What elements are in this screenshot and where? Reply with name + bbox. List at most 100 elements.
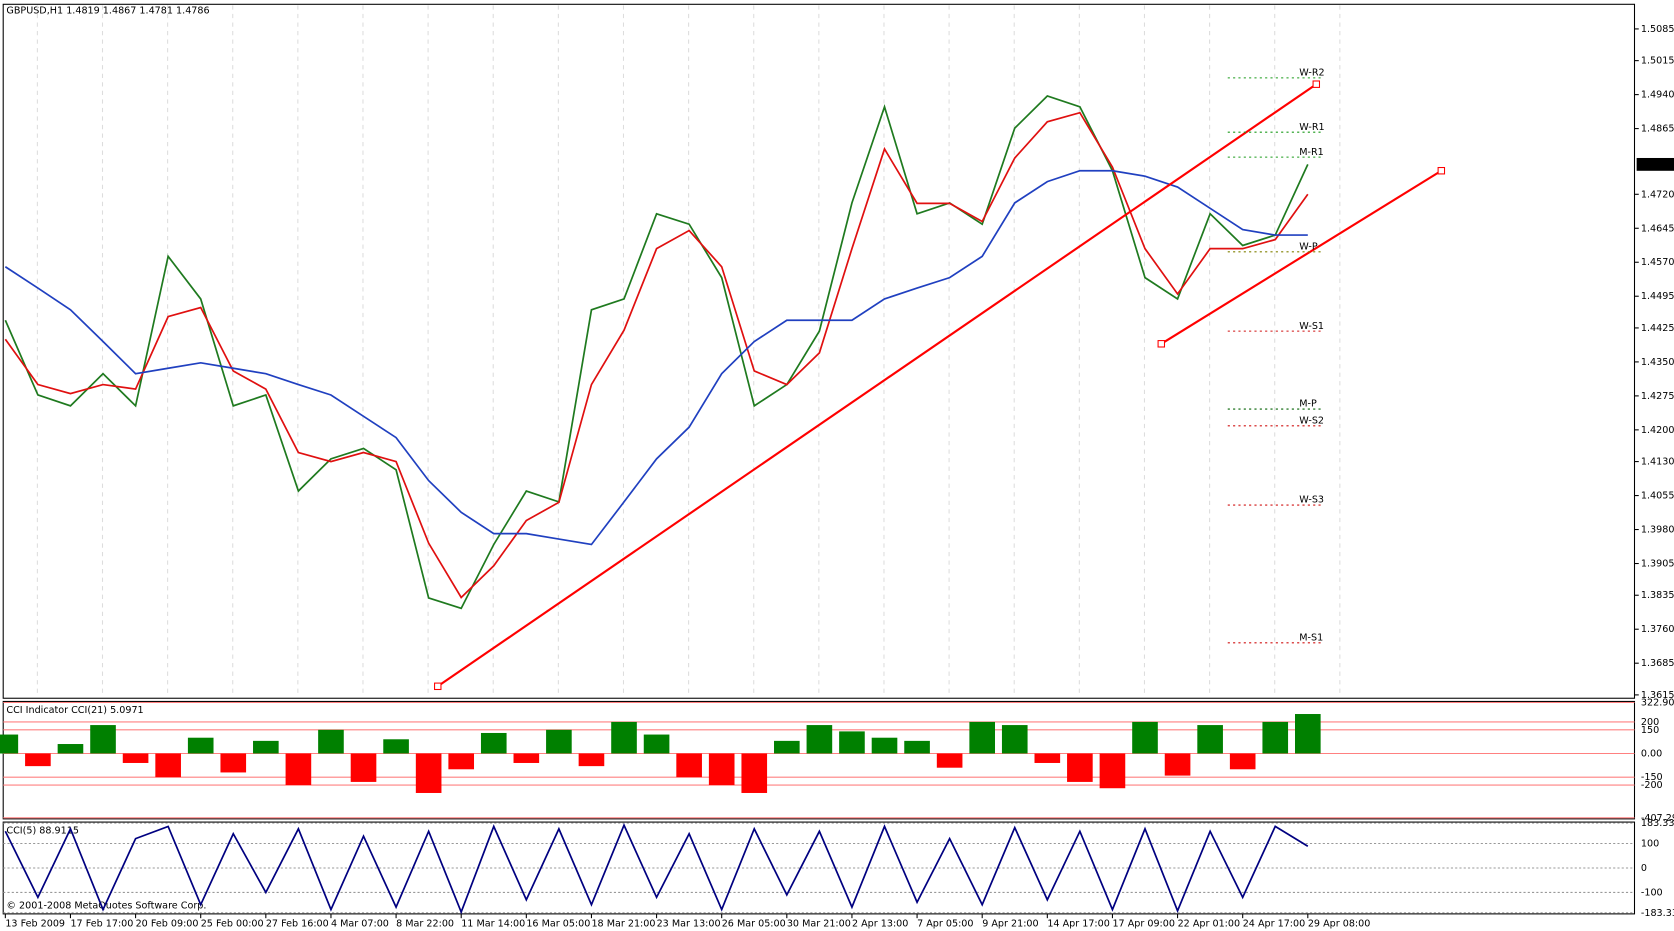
indicator-tick-label: 322.906 bbox=[1641, 698, 1674, 709]
y-tick-label: 1.4720 bbox=[1641, 189, 1674, 200]
indicator-tick-label: 200 bbox=[1641, 717, 1659, 728]
cci-bar bbox=[643, 734, 670, 754]
cci-bar bbox=[969, 721, 996, 754]
cci-bar bbox=[155, 753, 181, 778]
indicator-tick-label: 100 bbox=[1641, 839, 1659, 850]
x-tick-label: 17 Apr 09:00 bbox=[1112, 919, 1175, 930]
current-price-box bbox=[1636, 157, 1674, 171]
cci-bar bbox=[676, 753, 702, 778]
cci-bar bbox=[350, 753, 377, 782]
indicator-tick-label: -200 bbox=[1641, 780, 1663, 791]
ohlc: 1.4819 1.4867 1.4781 1.4786 bbox=[66, 6, 209, 17]
cci-bar bbox=[1132, 721, 1158, 754]
indicator-tick-label: 0 bbox=[1641, 863, 1647, 874]
y-tick-label: 1.3685 bbox=[1641, 658, 1674, 669]
x-tick-label: 29 Apr 08:00 bbox=[1308, 919, 1371, 930]
cci-bar bbox=[708, 753, 735, 786]
x-tick-label: 18 Mar 21:00 bbox=[591, 919, 655, 930]
cci-bar bbox=[285, 753, 312, 786]
y-tick-label: 1.4130 bbox=[1641, 457, 1674, 468]
y-tick-label: 1.4645 bbox=[1641, 223, 1674, 234]
cci-bar bbox=[936, 753, 963, 768]
pivot-label: W-S1 bbox=[1299, 321, 1324, 332]
x-tick-label: 25 Feb 00:00 bbox=[201, 919, 264, 930]
cci-bar bbox=[448, 753, 475, 770]
x-tick-label: 20 Feb 09:00 bbox=[136, 919, 199, 930]
x-tick-label: 9 Apr 21:00 bbox=[982, 919, 1038, 930]
cci-bar bbox=[187, 737, 214, 754]
cci-bar bbox=[220, 753, 247, 773]
cci-bar bbox=[57, 744, 84, 754]
y-tick-label: 1.4055 bbox=[1641, 491, 1674, 502]
cci-bar bbox=[1001, 725, 1028, 754]
x-tick-label: 24 Apr 17:00 bbox=[1243, 919, 1306, 930]
x-tick-label: 30 Mar 21:00 bbox=[787, 919, 851, 930]
cci-bar bbox=[578, 753, 605, 767]
cci-bar bbox=[741, 753, 768, 793]
cci-bar bbox=[25, 753, 51, 767]
x-tick-label: 2 Apr 13:00 bbox=[852, 919, 908, 930]
cci-bar bbox=[480, 732, 507, 754]
cci-bar bbox=[1099, 753, 1126, 789]
cci-bar bbox=[90, 725, 116, 754]
indicator-title: CCI Indicator CCI(21) 5.0971 bbox=[6, 705, 143, 716]
current-price-label: 1.4786 bbox=[1641, 159, 1674, 170]
y-tick-label: 1.4865 bbox=[1641, 124, 1674, 135]
indicator-tick-label: -183.333 bbox=[1641, 908, 1674, 919]
y-tick-label: 1.3980 bbox=[1641, 525, 1674, 536]
cci21-panel bbox=[2, 700, 1636, 820]
y-tick-label: 1.3615 bbox=[1641, 690, 1674, 701]
cci-bar bbox=[904, 740, 930, 754]
copyright: © 2001-2008 MetaQuotes Software Corp. bbox=[6, 900, 206, 911]
indicator-tick-label: 150 bbox=[1641, 725, 1659, 736]
pivot-label: M-P bbox=[1299, 399, 1317, 410]
cci-bar bbox=[611, 721, 637, 754]
y-tick-label: 1.3835 bbox=[1641, 590, 1674, 601]
indicator-title: CCI(5) 88.9115 bbox=[6, 826, 79, 837]
y-tick-label: 1.5015 bbox=[1641, 56, 1674, 67]
cci-bar bbox=[1229, 753, 1256, 770]
y-tick-label: 1.4275 bbox=[1641, 391, 1674, 402]
cci-line bbox=[4, 823, 1309, 915]
y-tick-label: 1.4200 bbox=[1641, 425, 1674, 436]
cci-bar bbox=[806, 725, 833, 754]
indicator-tick-label: -100 bbox=[1641, 887, 1663, 898]
y-tick-label: 1.4350 bbox=[1641, 357, 1674, 368]
trendline-anchor bbox=[1157, 340, 1166, 348]
x-tick-label: 8 Mar 22:00 bbox=[396, 919, 454, 930]
cci-bar bbox=[546, 729, 572, 754]
cci-bar bbox=[122, 753, 149, 763]
pivot-label: W-S3 bbox=[1299, 495, 1324, 506]
cci-bar bbox=[253, 740, 279, 754]
pivot-label: M-S1 bbox=[1299, 632, 1323, 643]
cci-bar bbox=[1197, 725, 1223, 754]
y-tick-label: 1.5085 bbox=[1641, 24, 1674, 35]
y-tick-label: 1.4425 bbox=[1641, 323, 1674, 334]
price-line bbox=[4, 169, 1308, 546]
pivot-label: W-P bbox=[1299, 241, 1318, 252]
x-tick-label: 16 Mar 05:00 bbox=[526, 919, 590, 930]
x-tick-label: 22 Apr 01:00 bbox=[1178, 919, 1241, 930]
pivot-label: W-R2 bbox=[1299, 68, 1324, 79]
cci-bar bbox=[774, 740, 800, 754]
cci-bar bbox=[0, 734, 19, 754]
x-tick-label: 23 Mar 13:00 bbox=[657, 919, 721, 930]
price-line bbox=[4, 94, 1309, 610]
trendline bbox=[437, 83, 1317, 688]
main-panel bbox=[2, 3, 1636, 699]
indicator-tick-label: -150 bbox=[1641, 772, 1663, 783]
cci-bar bbox=[1262, 721, 1289, 754]
cci-bar bbox=[1067, 753, 1093, 782]
cci-bar bbox=[513, 753, 540, 763]
x-tick-label: 11 Mar 14:00 bbox=[461, 919, 525, 930]
cci-bar bbox=[871, 737, 898, 754]
cci-bar bbox=[839, 731, 865, 754]
y-tick-label: 1.3905 bbox=[1641, 559, 1674, 570]
cci-bar bbox=[1164, 753, 1191, 776]
x-tick-label: 7 Apr 05:00 bbox=[917, 919, 973, 930]
x-tick-label: 4 Mar 07:00 bbox=[331, 919, 389, 930]
symbol: GBPUSD,H1 bbox=[6, 6, 63, 17]
pivot-label: W-R1 bbox=[1299, 122, 1324, 133]
